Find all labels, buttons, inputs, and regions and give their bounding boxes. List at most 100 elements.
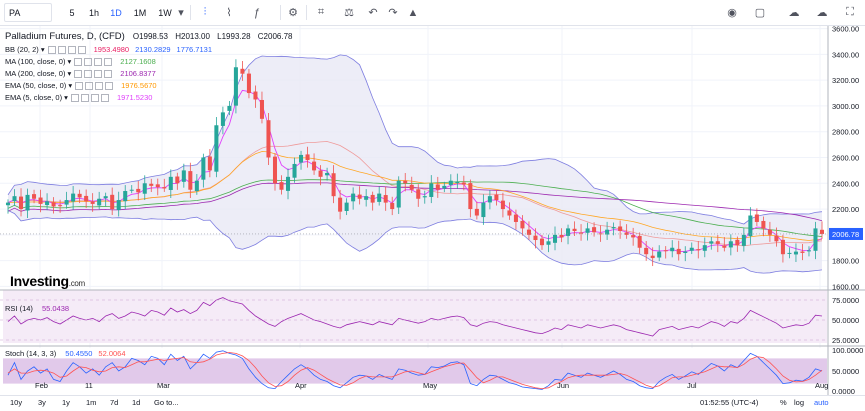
indicator-value: 1976.5670 [121,81,157,90]
toolbar: PA 5 1h 1D 1M 1W ▾ ⫶ ⌇ ƒ ⚙ ⌗ ⚖ ↶ ↷ ▲ ◉ ▢… [0,0,865,26]
indicator-option-box[interactable] [104,57,113,66]
indicator-legend-2[interactable]: MA (200, close, 0) ▾ 2106.8377 [5,68,156,79]
compare-icon[interactable]: ⌗ [317,6,325,18]
price-tick-label: 3600.00 [832,26,859,34]
ema50-line [7,151,823,241]
goto-button[interactable]: Go to... [154,398,179,407]
candle-body [25,194,30,211]
indicator-option-box[interactable] [94,69,103,78]
candle-body [383,195,388,203]
candle-body [377,193,382,202]
time-axis[interactable]: Feb 11 Mar Apr May Jun Jul Aug [35,381,828,390]
line-chart-icon[interactable]: ⌇ [226,7,232,19]
fullscreen-icon[interactable]: ⛶ [846,6,854,18]
indicator-option-box[interactable] [85,81,94,90]
symbol-input[interactable]: PA [4,3,52,22]
candle-body [357,194,362,199]
indicator-option-box[interactable] [105,81,114,90]
candle-body [181,170,186,182]
auto-toggle[interactable]: auto [814,398,829,407]
indicator-option-box[interactable] [84,57,93,66]
candle-body [116,200,121,210]
indicator-option-box[interactable] [104,69,113,78]
cloud-load-icon[interactable]: ☁ [788,7,800,19]
current-price-text: 2006.78 [832,230,859,239]
indicator-option-box[interactable] [95,81,104,90]
candles-icon[interactable]: ⫶ [203,6,207,18]
candle-body [722,245,727,248]
candle-body [331,173,336,197]
gear-icon[interactable]: ⚙ [288,7,298,19]
undo-icon[interactable]: ↶ [368,7,378,19]
price-axis[interactable]: 3600.00 3400.00 3200.00 3000.00 2800.00 2600.… [832,26,859,291]
indicator-option-box[interactable] [74,57,83,66]
stoch-tick-label: 100.0000 [832,346,863,355]
range-1d[interactable]: 1d [132,398,141,407]
candle-body [136,188,141,193]
interval-5[interactable]: 5 [69,7,75,18]
candle-body [487,196,492,203]
candle-body [19,196,24,210]
range-10y[interactable]: 10y [10,398,23,407]
interval-1m[interactable]: 1M [133,7,147,18]
stoch-tick-label: 0.0000 [832,387,855,395]
ohlc-values: O1998.53 H2013.00 L1993.28 C2006.78 [133,32,298,41]
indicator-option-box[interactable] [90,93,99,102]
camera-icon[interactable]: ◉ [727,7,737,19]
indicator-legend-1[interactable]: MA (100, close, 0) ▾ 2127.1608 [5,56,156,67]
indicator-option-box[interactable] [94,57,103,66]
indicator-option-box[interactable] [47,45,56,54]
indicator-option-box[interactable] [77,45,86,54]
indicator-option-box[interactable] [75,81,84,90]
indicator-option-box[interactable] [80,93,89,102]
range-7d[interactable]: 7d [110,398,119,407]
indicator-name: MA (200, close, 0) ▾ [5,69,72,78]
bollinger-fill [8,54,822,274]
candle-body [214,125,219,172]
cloud-save-icon[interactable]: ☁ [816,7,828,19]
indicator-option-box[interactable] [67,45,76,54]
layout-icon[interactable]: ▢ [754,7,766,19]
indicator-option-box[interactable] [70,93,79,102]
indicator-name: BB (20, 2) ▾ [5,45,45,54]
candle-body [644,247,649,255]
interval-1w[interactable]: 1W [158,7,172,18]
candle-body [637,235,642,248]
candle-body [279,182,284,190]
balance-icon[interactable]: ⚖ [344,7,354,19]
percent-toggle[interactable]: % [780,398,787,407]
indicator-legend-4[interactable]: EMA (5, close, 0) ▾ 1971.5230 [5,92,152,103]
candle-body [51,202,56,207]
range-3y[interactable]: 3y [38,398,46,407]
indicator-option-box[interactable] [57,45,66,54]
rsi-path [7,297,823,337]
candle-body [312,161,317,171]
investing-logo: Investing.com [10,273,85,289]
alert-icon[interactable]: ▲ [407,6,419,19]
candle-body [526,229,531,235]
indicator-option-box[interactable] [100,93,109,102]
redo-icon[interactable]: ↷ [388,7,398,19]
time-tick-label: May [423,381,437,390]
candle-body [318,170,323,177]
stoch-lines [7,350,823,390]
range-1m[interactable]: 1m [86,398,97,407]
indicator-option-box[interactable] [84,69,93,78]
candle-body [344,202,349,211]
indicator-legend-0[interactable]: BB (20, 2) ▾ 1953.4980 2130.2829 1776.7131 [5,44,212,55]
indicator-legend-3[interactable]: EMA (50, close, 0) ▾ 1976.5670 [5,80,157,91]
candle-body [670,247,675,252]
chart-area[interactable]: 3600.00 3400.00 3200.00 3000.00 2800.00 2600.… [0,26,865,395]
interval-1h[interactable]: 1h [88,7,99,18]
log-toggle[interactable]: log [794,398,805,407]
interval-dropdown-icon[interactable]: ▾ [178,7,184,19]
interval-1d[interactable]: 1D [110,7,122,18]
current-price-label: 2006.78 [0,227,863,240]
range-1y[interactable]: 1y [62,398,70,407]
candle-body [552,234,558,243]
candle-body [448,180,453,185]
indicators-icon[interactable]: ƒ [253,6,261,19]
candle-body [474,208,479,216]
indicator-option-box[interactable] [74,69,83,78]
time-tick-label: Apr [295,381,307,390]
